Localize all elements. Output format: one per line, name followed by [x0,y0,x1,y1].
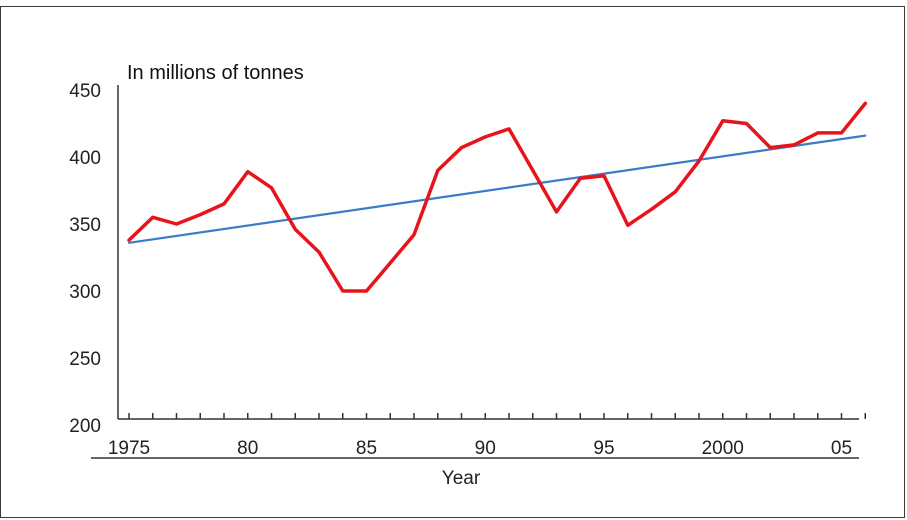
series-layer [127,101,868,293]
line-chart: 200 250 300 350 400 450 1975 80 85 90 95 2000 05 In… [69,62,868,489]
y-tick-label: 400 [69,148,101,169]
x-tick-labels: 1975 80 85 90 95 2000 05 [108,438,852,459]
x-tick-label: 80 [237,438,258,459]
series-line-trend [127,134,867,244]
x-tick-label: 05 [831,438,852,459]
series-line-data [127,101,868,293]
y-ticks: 200 250 300 350 400 450 [69,81,101,437]
x-ticks [128,413,866,419]
x-tick-label: 90 [475,438,496,459]
chart-frame: 200 250 300 350 400 450 1975 80 85 90 95 2000 05 In… [0,6,905,518]
unit-label: In millions of tonnes [127,62,304,84]
y-tick-label: 250 [69,349,101,370]
x-axis [91,418,859,459]
x-tick-label: 1975 [108,438,150,459]
x-axis-title: Year [442,468,481,489]
y-tick-label: 300 [69,282,101,303]
x-tick-label: 2000 [702,438,744,459]
y-tick-label: 350 [69,215,101,236]
y-tick-label: 200 [69,416,101,437]
x-tick-label: 95 [593,438,614,459]
y-tick-label: 450 [69,81,101,102]
x-tick-label: 85 [356,438,377,459]
